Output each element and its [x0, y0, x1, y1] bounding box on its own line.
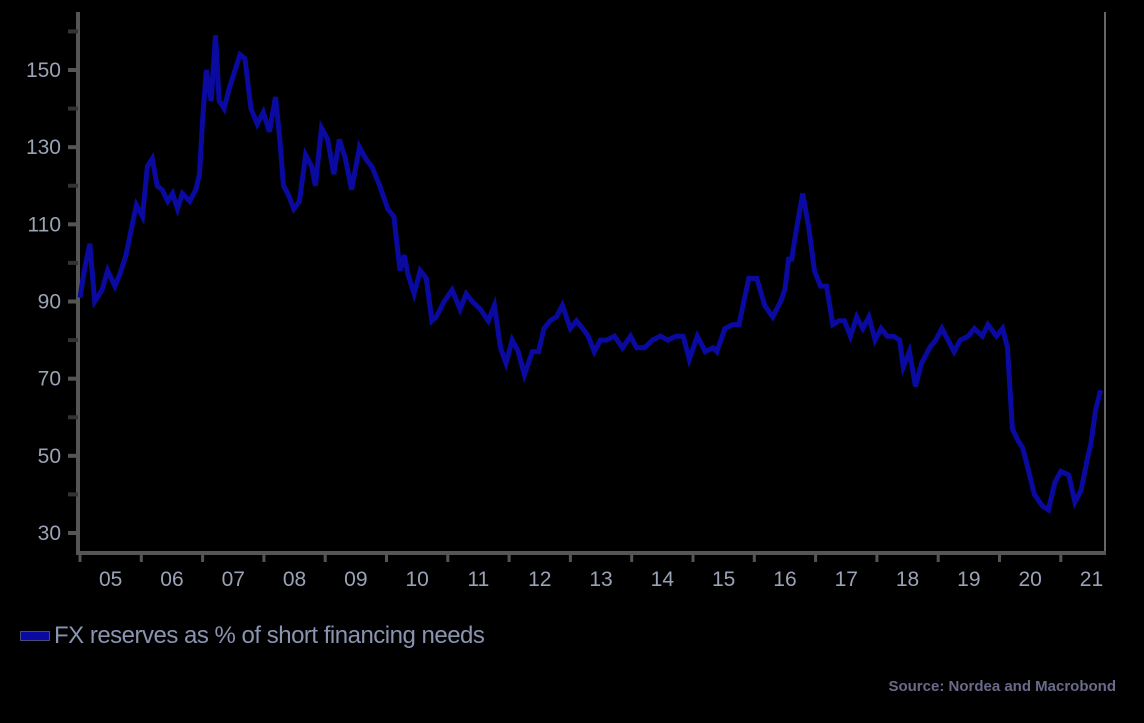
y-tick-label: 70	[38, 368, 61, 391]
x-tick-label: 07	[222, 568, 245, 591]
x-tick-label: 06	[160, 568, 183, 591]
x-tick-label: 10	[405, 568, 428, 591]
source-note: Source: Nordea and Macrobond	[888, 678, 1116, 695]
y-tick-label: 50	[38, 445, 61, 468]
x-axis: 05 06 07 08 09 10 11 12 13 14 15 16 17 18 19 20 21	[76, 551, 1106, 591]
y-tick-label: 150	[26, 59, 61, 82]
x-tick-label: 09	[344, 568, 367, 591]
x-tick-label: 05	[99, 568, 122, 591]
legend: FX reserves as % of short financing need…	[20, 622, 485, 650]
line-chart: 150 130 110 90 70 50 30 05 06 07 08 09 10 11 12 13 14 15…	[26, 12, 1106, 591]
x-tick-label: 08	[283, 568, 306, 591]
y-tick-label: 90	[38, 291, 61, 314]
x-tick-label: 14	[651, 568, 675, 591]
x-tick-label: 16	[773, 568, 796, 591]
y-axis: 150 130 110 90 70 50 30	[26, 12, 1106, 553]
y-tick-label: 110	[28, 213, 61, 236]
y-tick-label: 30	[38, 522, 61, 545]
legend-label: FX reserves as % of short financing need…	[54, 622, 485, 649]
x-tick-label: 15	[712, 568, 735, 591]
x-tick-label: 13	[589, 568, 612, 591]
x-tick-label: 19	[957, 568, 980, 591]
y-tick-label: 130	[26, 136, 61, 159]
x-tick-label: 12	[528, 568, 551, 591]
x-tick-label: 18	[896, 568, 919, 591]
x-tick-label: 17	[835, 568, 858, 591]
series-line-fx-reserves	[77, 35, 1104, 514]
legend-swatch-icon	[20, 631, 50, 641]
x-tick-label: 20	[1018, 568, 1041, 591]
x-tick-label: 11	[468, 568, 490, 591]
x-tick-label: 21	[1080, 568, 1103, 591]
